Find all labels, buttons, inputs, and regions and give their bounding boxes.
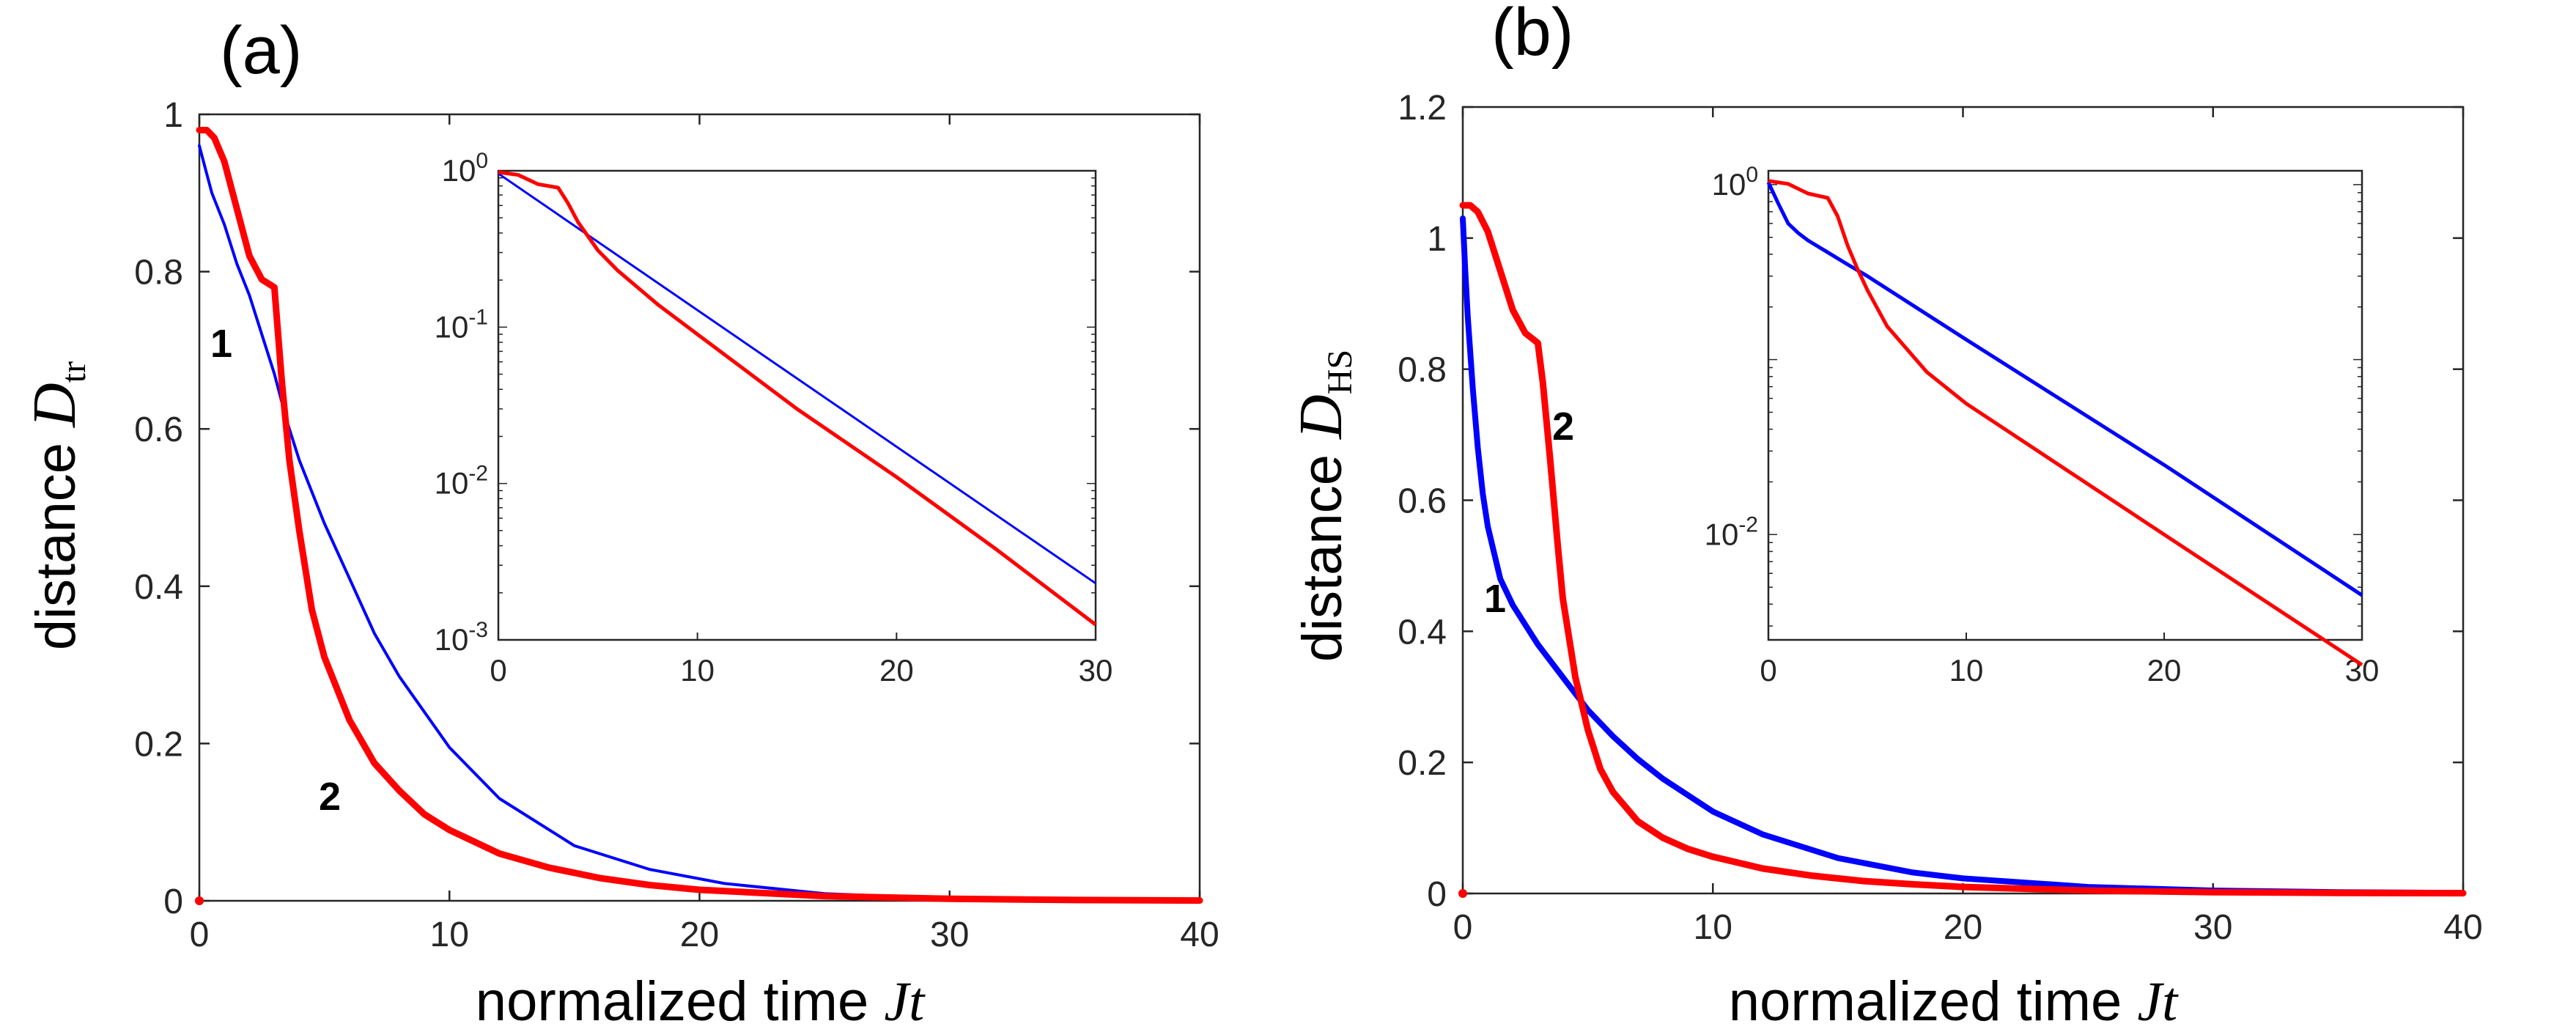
panel-b-inset-series-1-line [1766, 181, 2363, 597]
panel-a-inset-series-1-line [498, 172, 1096, 585]
panel-a-inset-y-tick-label: 10-1 [435, 305, 488, 344]
panel-a-x-axis-label: normalized time Jt [476, 970, 926, 1032]
panel-b-x-tick-label: 30 [2193, 908, 2232, 947]
panel-a-y-tick-label: 0.6 [134, 410, 183, 449]
panel-b-curves [1458, 202, 2467, 898]
inset-y-tick-exponent: -2 [1738, 512, 1758, 537]
panel-b-inset-frame [1767, 169, 2363, 641]
panel-a-inset-y-tick-label: 10-3 [435, 618, 488, 657]
panel-b-y-axis-label: distance DHS [1287, 350, 1359, 662]
panel-a-y-label-sub: tr [54, 361, 93, 383]
panel-a-inset-series-2-line [498, 170, 1097, 627]
panel-b-y-tick-label: 0.8 [1398, 351, 1447, 390]
panel-b-series-1-line [1460, 215, 2466, 896]
inset-y-tick-exponent: 0 [476, 149, 488, 173]
panel-b-y-tick-label: 0.6 [1398, 482, 1447, 521]
panel-b-y-label-math: D [1287, 394, 1355, 440]
inset-y-tick-exponent: -3 [468, 618, 488, 642]
panel-b-inset-x-tick-label: 10 [1949, 653, 1984, 688]
panel-a-y-axis-label: distance Dtr [21, 361, 93, 650]
panel-a-curves [195, 127, 1203, 905]
inset-y-tick-base: 10 [1705, 517, 1739, 551]
panel-a-x-tick-label: 30 [930, 915, 969, 954]
panel-b-curve-label-1: 1 [1484, 577, 1506, 621]
panel-b-inset-y-tick-label: 100 [1712, 163, 1758, 202]
panel-a-x-label-math: Jt [884, 971, 926, 1032]
panel-b-y-tick-label: 1 [1427, 220, 1447, 259]
inset-y-tick-exponent: 0 [1746, 163, 1758, 187]
panel-a-inset-x-tick-label: 30 [1079, 653, 1113, 688]
panel-b-origin-point [1458, 889, 1467, 898]
panel-a-x-tick-label: 40 [1180, 915, 1219, 954]
panel-b-x-label-text: normalized time [1729, 970, 2122, 1032]
panel-a-curve-label-1: 1 [210, 322, 232, 366]
panel-a-inset-y-tick-label: 100 [442, 149, 488, 188]
panel-b-inset-x-tick-label: 20 [2147, 653, 2182, 688]
panel-b-label: (b) [1491, 0, 1573, 70]
panel-b-curve-label-2: 2 [1552, 405, 1574, 449]
panel-b-inset-background [1768, 171, 2362, 640]
inset-y-tick-base: 10 [435, 466, 469, 501]
inset-y-tick-base: 10 [1712, 167, 1746, 202]
panel-b-series-2-line [1459, 202, 2467, 897]
panel-b-y-tick-label: 0.2 [1398, 744, 1447, 783]
panel-a-origin-point [195, 896, 204, 905]
panel-a-curve-label-2: 2 [319, 775, 341, 819]
panel-a-label: (a) [220, 13, 302, 88]
panel-a-y-label-text: distance [25, 443, 87, 650]
panel-b-x-axis-label: normalized time Jt [1729, 970, 2179, 1032]
panel-b-inset-curves [1766, 179, 2363, 667]
panel-b-inset-y-tick-label: 10-2 [1705, 512, 1758, 551]
panel-a-inset-background [498, 171, 1096, 640]
panel-a-x-label-text: normalized time [476, 970, 868, 1032]
panel-a-inset-x-tick-label: 0 [490, 653, 506, 688]
panel-b-inset-x-tick-label: 0 [1760, 653, 1776, 688]
panel-a-y-tick-label: 0.2 [134, 725, 183, 764]
panel-b-x-tick-label: 20 [1944, 908, 1982, 947]
panel-a-inset-frame [497, 169, 1097, 641]
panel-a-series-2-line [196, 127, 1203, 904]
inset-y-tick-base: 10 [435, 622, 469, 657]
panel-b-y-tick-label: 0 [1427, 875, 1447, 914]
panel-a-x-tick-label: 20 [680, 915, 719, 954]
panel-a-inset-curves [498, 170, 1097, 627]
panel-b-plot-frame [1461, 106, 2465, 895]
inset-y-tick-exponent: -1 [468, 305, 488, 329]
panel-a-series-1-line [198, 144, 1201, 902]
panel-a-y-tick-label: 0.4 [134, 568, 183, 607]
panel-b-x-tick-label: 40 [2443, 908, 2482, 947]
panel-a-inset-x-tick-label: 10 [680, 653, 715, 688]
panel-b-x-tick-label: 0 [1453, 908, 1473, 947]
panel-a-x-tick-label: 10 [430, 915, 469, 954]
panel-b-x-label-math: Jt [2137, 971, 2179, 1032]
panel-a-inset-y-tick-label: 10-2 [435, 462, 488, 501]
panel-a-y-tick-label: 0.8 [134, 254, 183, 292]
panel-b-x-tick-label: 10 [1694, 908, 1732, 947]
panel-b-y-label-sub: HS [1321, 350, 1359, 394]
panel-b-y-tick-label: 0.4 [1398, 613, 1447, 652]
panel-a-plot-frame [198, 113, 1201, 902]
inset-y-tick-base: 10 [435, 309, 469, 344]
panel-b-inset-series-2-line [1768, 179, 2363, 667]
panel-b-y-tick-label: 1.2 [1398, 89, 1447, 128]
panel-a-inset-x-tick-label: 20 [879, 653, 914, 688]
panel-a-y-tick-label: 1 [163, 96, 183, 135]
inset-y-tick-exponent: -2 [468, 462, 488, 486]
panel-a-x-tick-label: 0 [190, 915, 210, 954]
inset-y-tick-base: 10 [442, 153, 476, 188]
panel-a-y-tick-label: 0 [163, 882, 183, 921]
panel-a-y-label-math: D [21, 383, 89, 428]
panel-b-y-label-text: distance [1291, 454, 1354, 662]
